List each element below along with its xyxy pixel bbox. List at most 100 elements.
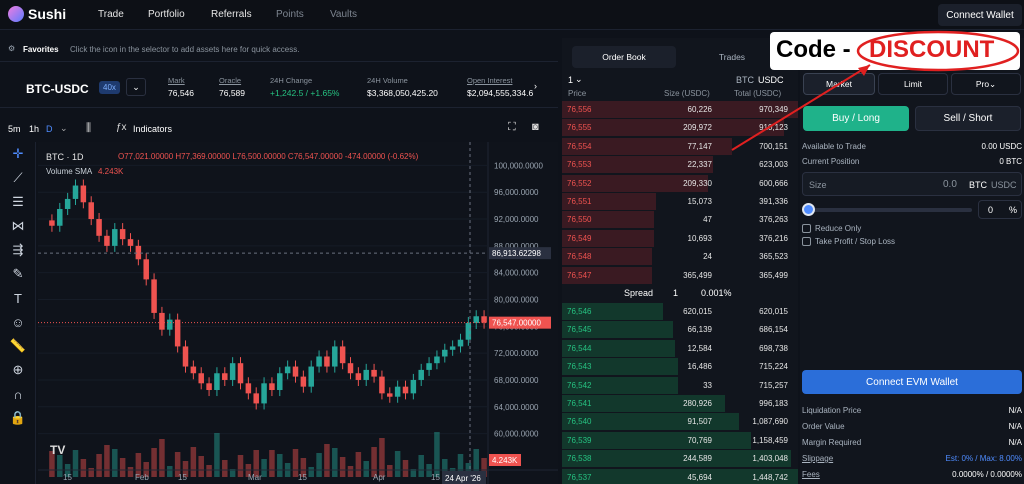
order-info-value: N/A (1008, 406, 1022, 415)
group-chevron-icon[interactable]: ⌄ (575, 74, 583, 84)
size-slider[interactable] (804, 208, 972, 212)
header-total: Total (USDC) (734, 89, 782, 98)
crosshair-icon[interactable]: ✛ (12, 146, 24, 161)
connect-wallet-button[interactable]: Connect Wallet (938, 4, 1022, 26)
bid-row[interactable]: 76,540 91,507 1,087,690 (562, 412, 798, 431)
text-icon[interactable]: T (14, 290, 22, 306)
order-type-limit[interactable]: Limit (878, 73, 948, 95)
percent-sign: % (1009, 205, 1018, 215)
scroll-right-icon[interactable]: › (534, 81, 537, 91)
nav-vaults[interactable]: Vaults (330, 9, 358, 20)
brush-icon[interactable]: ✎ (12, 266, 24, 281)
volume-bar (206, 465, 212, 477)
magnet-icon[interactable]: ∩ (13, 386, 23, 402)
volume-bar (324, 444, 330, 477)
bid-row[interactable]: 76,545 66,139 686,154 (562, 320, 798, 339)
candle-body (449, 346, 456, 350)
pair-name[interactable]: BTC-USDC (26, 82, 89, 96)
slider-handle[interactable] (802, 203, 815, 216)
x-tick-label: Apr (373, 473, 386, 482)
unit-btc[interactable]: BTC (736, 75, 754, 85)
nav-points[interactable]: Points (276, 9, 304, 20)
candle-body (88, 202, 94, 220)
bid-row[interactable]: 76,539 70,769 1,158,459 (562, 431, 798, 450)
tab-trades[interactable]: Trades (718, 52, 746, 62)
unit-usdc[interactable]: USDC (758, 75, 784, 85)
bid-row[interactable]: 76,537 45,694 1,448,742 (562, 468, 798, 484)
ask-row[interactable]: 76,547 365,499 365,499 (562, 266, 798, 285)
callout-prefix: Code - (776, 36, 851, 63)
bid-row[interactable]: 76,543 16,486 715,224 (562, 357, 798, 376)
candle-body (284, 366, 291, 374)
reduce-only-checkbox[interactable] (802, 224, 811, 233)
lock-icon[interactable]: 🔒 (9, 410, 27, 425)
projection-icon[interactable]: ⇶ (12, 242, 24, 257)
interval-1h[interactable]: 1h (29, 124, 40, 134)
bid-row[interactable]: 76,544 12,584 698,738 (562, 339, 798, 358)
date-tag-label: 24 Apr '26 (445, 474, 481, 483)
order-info-value: Est: 0% / Max: 8.00% (945, 454, 1022, 463)
emoji-icon[interactable]: ☺ (11, 314, 25, 330)
ask-total: 376,216 (759, 233, 788, 243)
interval-5m[interactable]: 5m (8, 124, 21, 134)
ask-depth-bar (562, 266, 652, 284)
bid-row[interactable]: 76,541 280,926 996,183 (562, 394, 798, 413)
buy-long-button[interactable]: Buy / Long (803, 106, 909, 131)
zoom-icon[interactable]: ⊕ (12, 362, 24, 377)
pair-selector-chevron-icon[interactable]: ⌄ (126, 78, 146, 96)
size-unit-btc[interactable]: BTC (969, 180, 987, 190)
volume-bar (457, 454, 464, 477)
nav-portfolio[interactable]: Portfolio (148, 9, 185, 20)
ask-row[interactable]: 76,550 47 376,263 (562, 210, 798, 229)
bid-row[interactable]: 76,538 244,589 1,403,048 (562, 449, 798, 468)
bid-row[interactable]: 76,542 33 715,257 (562, 376, 798, 395)
spread-pct: 0.001% (701, 288, 732, 298)
size-unit-usdc[interactable]: USDC (991, 180, 1017, 190)
volume-bar (198, 456, 204, 477)
nav-referrals[interactable]: Referrals (211, 9, 252, 20)
nav-trade[interactable]: Trade (98, 9, 124, 20)
ask-row[interactable]: 76,555 209,972 910,123 (562, 118, 798, 137)
interval-dropdown-icon[interactable]: ⌄ (60, 123, 68, 133)
price-chart[interactable]: 100,000.0000 96,000.0000 92,000.0000 88,000… (38, 142, 558, 484)
ask-row[interactable]: 76,551 15,073 391,336 (562, 192, 798, 211)
trendline-icon[interactable]: ⟋ (13, 170, 23, 185)
stat-24h-change: 24H Change +1,242.5 / +1.65% (270, 76, 340, 98)
candle-body (465, 322, 472, 340)
indicators-icon[interactable]: ƒx (116, 122, 127, 133)
camera-icon[interactable]: ◙ (532, 121, 539, 133)
candle-body (182, 346, 189, 367)
tab-order-book[interactable]: Order Book (572, 46, 676, 68)
ruler-icon[interactable]: 📏 (9, 338, 27, 353)
ask-row[interactable]: 76,549 10,693 376,216 (562, 229, 798, 248)
bid-depth-bar (562, 468, 798, 484)
sell-short-button[interactable]: Sell / Short (915, 106, 1021, 131)
size-input[interactable]: Size 0.0 BTC USDC (802, 172, 1022, 196)
indicators-button[interactable]: Indicators (133, 124, 173, 134)
ask-row[interactable]: 76,552 209,330 600,666 (562, 174, 798, 193)
ask-depth-bar (562, 229, 655, 247)
bid-row[interactable]: 76,546 620,015 620,015 (562, 302, 798, 321)
ask-row[interactable]: 76,556 60,226 970,349 (562, 100, 798, 119)
stat-mark: Mark 76,546 (168, 76, 194, 98)
ask-row[interactable]: 76,554 77,147 700,151 (562, 137, 798, 156)
fullscreen-icon[interactable]: ⛶ (508, 121, 516, 133)
ask-depth-bar (562, 193, 657, 210)
candle-type-icon[interactable]: ⫼ (86, 122, 92, 134)
pattern-icon[interactable]: ⋈ (11, 218, 25, 233)
group-size[interactable]: 1 (568, 75, 574, 85)
brand-logo[interactable]: Sushi (8, 6, 66, 22)
connect-evm-wallet-button[interactable]: Connect EVM Wallet (802, 370, 1022, 394)
ask-row[interactable]: 76,548 24 365,523 (562, 247, 798, 266)
candle-body (64, 198, 71, 209)
tpsl-checkbox[interactable] (802, 237, 811, 246)
ask-row[interactable]: 76,553 22,337 623,003 (562, 155, 798, 174)
fib-icon[interactable]: ☰ (12, 194, 24, 209)
percent-input[interactable]: 0 % (978, 200, 1022, 219)
order-type-pro[interactable]: Pro ⌄ (951, 73, 1021, 95)
bid-price: 76,545 (567, 325, 592, 335)
bid-price: 76,541 (567, 399, 592, 408)
volume-bar (355, 452, 362, 477)
candle-body (363, 369, 369, 380)
interval-d[interactable]: D (46, 124, 53, 134)
